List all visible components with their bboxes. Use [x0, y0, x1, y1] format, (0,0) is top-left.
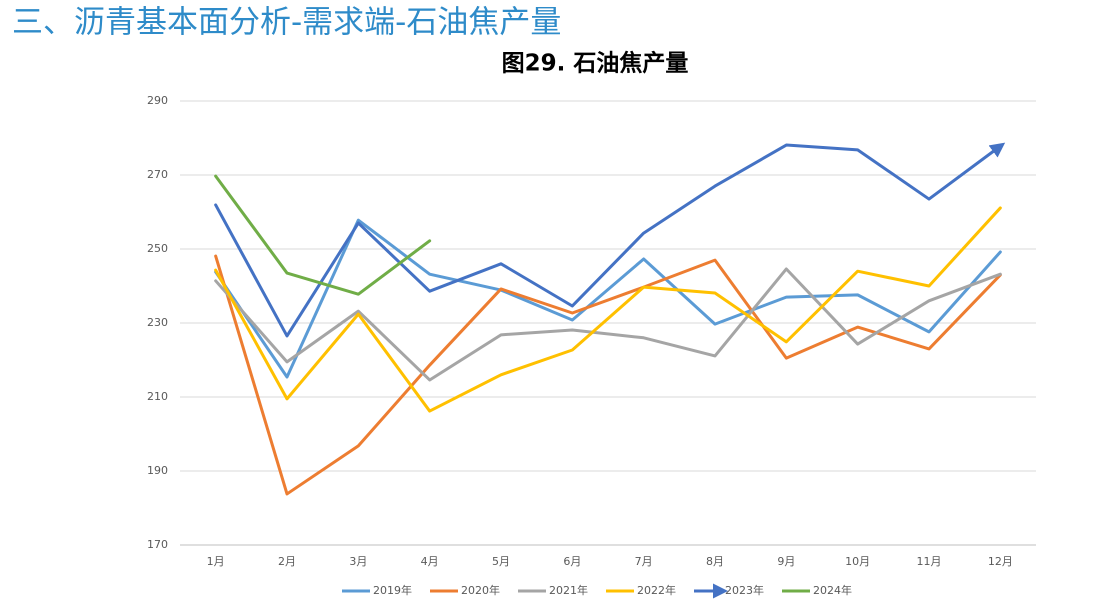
series-line: [214, 174, 432, 296]
chart-title: 图29. 石油焦产量: [502, 50, 689, 77]
x-tick-label: 2月: [278, 555, 296, 568]
x-tick-label: 9月: [777, 555, 795, 568]
y-tick-label: 210: [147, 390, 168, 403]
legend-label: 2023年: [725, 583, 764, 597]
series-line: [214, 206, 1002, 413]
x-tick-label: 4月: [421, 555, 439, 568]
x-tick-label: 3月: [349, 555, 367, 568]
legend-label: 2019年: [373, 583, 412, 597]
series-line: [214, 254, 1002, 496]
x-tick-label: 10月: [845, 555, 870, 568]
series-line: [214, 142, 1006, 338]
y-tick-label: 290: [147, 94, 168, 107]
x-tick-label: 8月: [706, 555, 724, 568]
x-tick-label: 12月: [988, 555, 1013, 568]
y-tick-label: 230: [147, 316, 168, 329]
x-tick-label: 6月: [563, 555, 581, 568]
slide-title: 三、沥青基本面分析-需求端-石油焦产量: [12, 5, 561, 41]
x-tick-label: 5月: [492, 555, 510, 568]
y-tick-label: 250: [147, 242, 168, 255]
legend-label: 2022年: [637, 583, 676, 597]
legend-label: 2020年: [461, 583, 500, 597]
x-tick-label: 11月: [917, 555, 942, 568]
legend-label: 2021年: [549, 583, 588, 597]
y-tick-label: 170: [147, 538, 168, 551]
y-tick-label: 190: [147, 464, 168, 477]
x-tick-label: 7月: [635, 555, 653, 568]
series-line: [214, 267, 1002, 382]
series-line: [214, 218, 1002, 379]
x-tick-label: 1月: [207, 555, 225, 568]
legend-label: 2024年: [813, 583, 852, 597]
y-tick-label: 270: [147, 168, 168, 181]
